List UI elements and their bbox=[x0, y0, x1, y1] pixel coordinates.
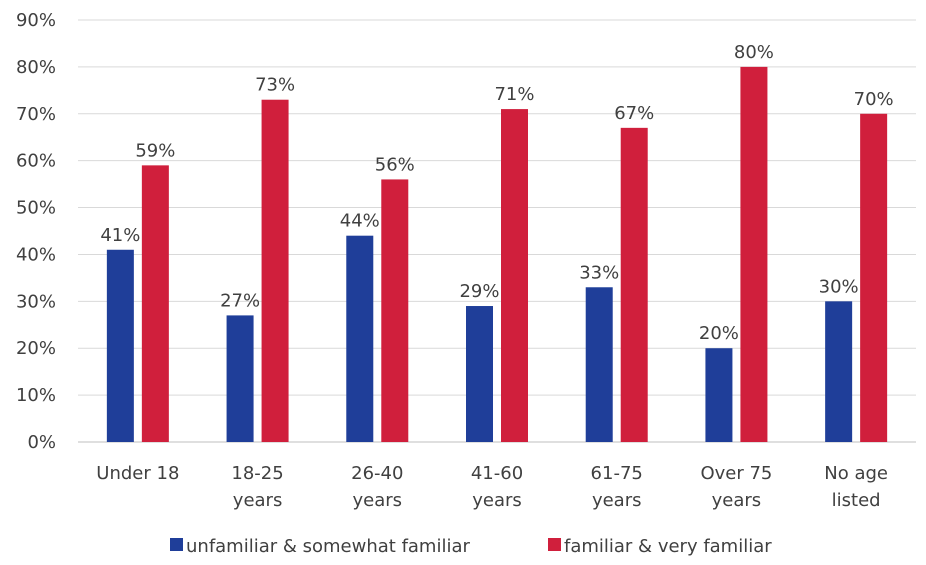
legend-label: unfamiliar & somewhat familiar bbox=[186, 536, 471, 557]
x-tick-label: years bbox=[233, 490, 283, 511]
data-label: 27% bbox=[220, 290, 260, 311]
x-tick-label: years bbox=[712, 490, 762, 511]
data-label: 59% bbox=[135, 140, 175, 161]
x-tick-label: years bbox=[353, 490, 403, 511]
data-labels: 41% 59% 27% 73% 44% 56% 29% 71% 33% 67% 20% 80% 30% 7… bbox=[100, 42, 893, 344]
legend-swatch bbox=[170, 538, 183, 551]
x-tick-label: No age bbox=[824, 463, 888, 484]
bar-familiar bbox=[740, 66, 768, 442]
x-tick-label: years bbox=[472, 490, 522, 511]
y-tick-label: 0% bbox=[27, 432, 56, 453]
bar-unfamiliar bbox=[705, 348, 733, 442]
data-label: 70% bbox=[854, 89, 894, 110]
legend-label: familiar & very familiar bbox=[564, 536, 772, 557]
y-tick-label: 90% bbox=[16, 10, 56, 31]
y-tick-label: 60% bbox=[16, 151, 56, 172]
data-label: 73% bbox=[255, 75, 295, 96]
bar-unfamiliar bbox=[106, 249, 134, 442]
data-label: 80% bbox=[734, 42, 774, 63]
bar-unfamiliar bbox=[585, 287, 613, 442]
data-label: 71% bbox=[494, 84, 534, 105]
data-label: 30% bbox=[819, 276, 859, 297]
x-tick-label: 41-60 bbox=[471, 463, 523, 484]
legend-swatch bbox=[548, 538, 561, 551]
bar-unfamiliar bbox=[226, 315, 254, 442]
bar-unfamiliar bbox=[825, 301, 853, 442]
x-tick-label: 18-25 bbox=[231, 463, 283, 484]
bars bbox=[106, 66, 888, 443]
y-tick-label: 30% bbox=[16, 291, 56, 312]
bar-familiar bbox=[501, 109, 528, 442]
x-tick-label: 61-75 bbox=[591, 463, 643, 484]
bar-familiar bbox=[261, 99, 289, 442]
y-tick-label: 80% bbox=[16, 57, 56, 78]
bar-familiar bbox=[381, 179, 409, 442]
bar-familiar bbox=[620, 127, 648, 442]
data-label: 20% bbox=[699, 323, 739, 344]
y-axis: 0% 10% 20% 30% 40% 50% 60% 70% 80% 90% bbox=[16, 10, 56, 453]
data-label: 41% bbox=[100, 225, 140, 246]
gridlines bbox=[78, 19, 916, 443]
x-tick-label: years bbox=[592, 490, 642, 511]
bar-familiar bbox=[860, 113, 888, 443]
x-tick-label: 26-40 bbox=[351, 463, 403, 484]
data-label: 33% bbox=[579, 262, 619, 283]
y-tick-label: 40% bbox=[16, 244, 56, 265]
y-tick-label: 70% bbox=[16, 104, 56, 125]
bar-familiar bbox=[141, 165, 169, 442]
x-axis: Under 18 18-25 years 26-40 years 41-60 years 61… bbox=[96, 463, 888, 511]
y-tick-label: 50% bbox=[16, 198, 56, 219]
y-tick-label: 20% bbox=[16, 338, 56, 359]
legend: unfamiliar & somewhat familiar familiar &… bbox=[170, 536, 772, 557]
bar-unfamiliar bbox=[346, 235, 374, 442]
data-label: 67% bbox=[614, 103, 654, 124]
x-tick-label: Under 18 bbox=[96, 463, 179, 484]
x-tick-label: Over 75 bbox=[700, 463, 772, 484]
bar-unfamiliar bbox=[466, 306, 493, 442]
data-label: 56% bbox=[375, 154, 415, 175]
y-tick-label: 10% bbox=[16, 385, 56, 406]
data-label: 44% bbox=[340, 211, 380, 232]
x-tick-label: listed bbox=[832, 490, 881, 511]
data-label: 29% bbox=[459, 281, 499, 302]
